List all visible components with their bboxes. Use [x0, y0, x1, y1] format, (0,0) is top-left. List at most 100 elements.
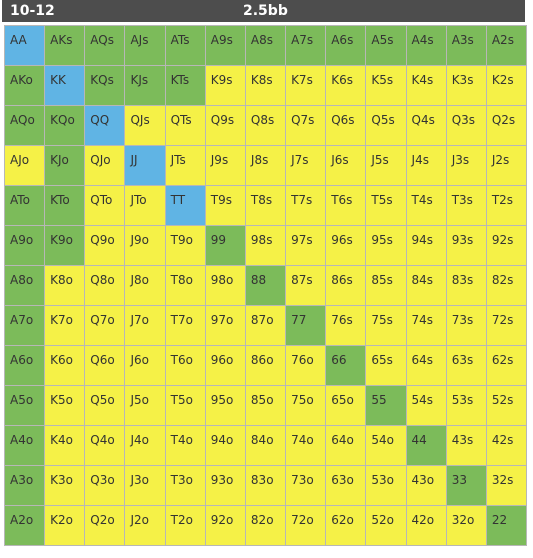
hand-cell[interactable]: J4s — [406, 146, 447, 186]
hand-cell[interactable]: 55 — [366, 386, 407, 426]
hand-cell[interactable]: A8o — [5, 266, 46, 306]
hand-cell[interactable]: 84o — [245, 426, 287, 466]
hand-cell[interactable]: T5o — [165, 386, 206, 426]
hand-cell[interactable]: 99 — [205, 226, 246, 266]
hand-cell[interactable]: T2o — [165, 506, 206, 546]
hand-cell[interactable]: KK — [45, 66, 86, 106]
hand-cell[interactable]: A3o — [5, 466, 46, 506]
hand-cell[interactable]: TT — [165, 186, 206, 226]
hand-cell[interactable]: 33 — [446, 466, 487, 506]
hand-cell[interactable]: Q6s — [326, 106, 367, 146]
hand-cell[interactable]: T6s — [326, 186, 367, 226]
hand-cell[interactable]: K8s — [245, 66, 287, 106]
hand-cell[interactable]: A3s — [446, 26, 487, 66]
hand-cell[interactable]: JJ — [125, 146, 166, 186]
hand-cell[interactable]: 88 — [245, 266, 287, 306]
hand-cell[interactable]: T4o — [165, 426, 206, 466]
hand-cell[interactable]: AKs — [45, 26, 86, 66]
hand-cell[interactable]: 53s — [446, 386, 487, 426]
hand-cell[interactable]: T2s — [486, 186, 527, 226]
hand-cell[interactable]: J2o — [125, 506, 166, 546]
hand-cell[interactable]: K4o — [45, 426, 86, 466]
hand-cell[interactable]: AKo — [5, 66, 46, 106]
hand-cell[interactable]: 72s — [486, 306, 527, 346]
hand-cell[interactable]: A7s — [286, 26, 327, 66]
hand-cell[interactable]: A5o — [5, 386, 46, 426]
hand-cell[interactable]: A4s — [406, 26, 447, 66]
hand-cell[interactable]: 86s — [326, 266, 367, 306]
hand-cell[interactable]: 83o — [245, 466, 287, 506]
hand-cell[interactable]: 93o — [205, 466, 246, 506]
hand-cell[interactable]: 82s — [486, 266, 527, 306]
hand-cell[interactable]: JTo — [125, 186, 166, 226]
hand-cell[interactable]: 96o — [205, 346, 246, 386]
hand-cell[interactable]: 97o — [205, 306, 246, 346]
hand-cell[interactable]: 85s — [366, 266, 407, 306]
hand-cell[interactable]: T4s — [406, 186, 447, 226]
hand-cell[interactable]: 84s — [406, 266, 447, 306]
hand-cell[interactable]: 54o — [366, 426, 407, 466]
hand-cell[interactable]: 63o — [326, 466, 367, 506]
hand-cell[interactable]: K7s — [286, 66, 327, 106]
hand-cell[interactable]: A6s — [326, 26, 367, 66]
hand-cell[interactable]: 52o — [366, 506, 407, 546]
hand-cell[interactable]: Q7o — [85, 306, 126, 346]
hand-cell[interactable]: 98s — [245, 226, 287, 266]
hand-cell[interactable]: 43o — [406, 466, 447, 506]
hand-cell[interactable]: 95s — [366, 226, 407, 266]
hand-cell[interactable]: 52s — [486, 386, 527, 426]
hand-cell[interactable]: 82o — [245, 506, 287, 546]
hand-cell[interactable]: K5s — [366, 66, 407, 106]
hand-cell[interactable]: 62s — [486, 346, 527, 386]
hand-cell[interactable]: 63s — [446, 346, 487, 386]
hand-cell[interactable]: Q5o — [85, 386, 126, 426]
hand-cell[interactable]: KQo — [45, 106, 86, 146]
hand-cell[interactable]: ATo — [5, 186, 46, 226]
hand-cell[interactable]: 94s — [406, 226, 447, 266]
hand-cell[interactable]: K7o — [45, 306, 86, 346]
hand-cell[interactable]: 72o — [286, 506, 327, 546]
hand-cell[interactable]: 87s — [286, 266, 327, 306]
hand-cell[interactable]: J9s — [205, 146, 246, 186]
hand-cell[interactable]: QQ — [85, 106, 126, 146]
hand-cell[interactable]: J7o — [125, 306, 166, 346]
hand-cell[interactable]: 65s — [366, 346, 407, 386]
hand-cell[interactable]: 94o — [205, 426, 246, 466]
hand-cell[interactable]: J3s — [446, 146, 487, 186]
hand-cell[interactable]: K4s — [406, 66, 447, 106]
hand-cell[interactable]: 76o — [286, 346, 327, 386]
hand-cell[interactable]: T3s — [446, 186, 487, 226]
hand-cell[interactable]: 42o — [406, 506, 447, 546]
hand-cell[interactable]: T5s — [366, 186, 407, 226]
hand-cell[interactable]: KQs — [85, 66, 126, 106]
hand-cell[interactable]: A5s — [366, 26, 407, 66]
hand-cell[interactable]: 92s — [486, 226, 527, 266]
hand-cell[interactable]: K2s — [486, 66, 527, 106]
hand-cell[interactable]: K9o — [45, 226, 86, 266]
hand-cell[interactable]: T9s — [205, 186, 246, 226]
hand-cell[interactable]: K5o — [45, 386, 86, 426]
hand-cell[interactable]: 85o — [245, 386, 287, 426]
hand-cell[interactable]: QTs — [165, 106, 206, 146]
hand-cell[interactable]: JTs — [165, 146, 206, 186]
hand-cell[interactable]: T9o — [165, 226, 206, 266]
hand-cell[interactable]: J7s — [286, 146, 327, 186]
hand-cell[interactable]: Q4o — [85, 426, 126, 466]
hand-cell[interactable]: T8o — [165, 266, 206, 306]
hand-cell[interactable]: Q7s — [286, 106, 327, 146]
hand-cell[interactable]: AJo — [5, 146, 46, 186]
hand-cell[interactable]: 64o — [326, 426, 367, 466]
hand-cell[interactable]: 74o — [286, 426, 327, 466]
hand-cell[interactable]: K9s — [205, 66, 246, 106]
hand-cell[interactable]: J2s — [486, 146, 527, 186]
hand-cell[interactable]: T8s — [245, 186, 287, 226]
hand-cell[interactable]: 87o — [245, 306, 287, 346]
hand-cell[interactable]: 86o — [245, 346, 287, 386]
hand-cell[interactable]: QJs — [125, 106, 166, 146]
hand-cell[interactable]: Q8s — [245, 106, 287, 146]
hand-cell[interactable]: 75o — [286, 386, 327, 426]
hand-cell[interactable]: K6o — [45, 346, 86, 386]
hand-cell[interactable]: K6s — [326, 66, 367, 106]
hand-cell[interactable]: Q8o — [85, 266, 126, 306]
hand-cell[interactable]: KJo — [45, 146, 86, 186]
